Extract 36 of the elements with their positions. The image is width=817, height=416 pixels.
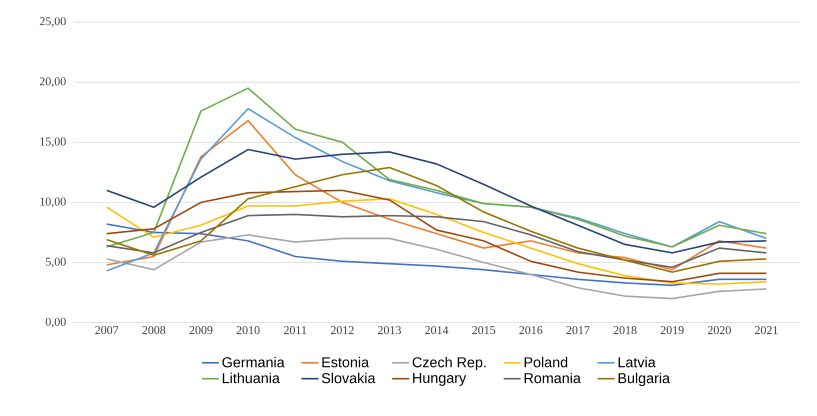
x-tick-label: 2008 [142, 326, 166, 334]
y-tick-label: 25,00 [40, 17, 66, 27]
legend-label: Estonia [322, 356, 370, 368]
line-series [106, 234, 768, 300]
x-tick-label: 2012 [330, 326, 354, 334]
x-tick-label: 2016 [519, 326, 542, 334]
legend-label: Poland [524, 356, 568, 368]
legend-label: Romania [524, 372, 581, 384]
y-tick-label: 15,00 [40, 137, 66, 148]
legend-label: Czech Rep. [412, 356, 486, 370]
x-tick-label: 2010 [236, 326, 260, 334]
line-series [106, 166, 768, 273]
x-tick-label: 2014 [425, 326, 448, 334]
legend-label: Germania [222, 356, 285, 368]
legend-label: Slovakia [322, 372, 376, 384]
y-tick-label: 0,00 [46, 318, 66, 328]
x-tick-label: 2021 [755, 326, 778, 334]
x-tick-label: 2019 [660, 326, 684, 334]
x-tick-label: 2018 [614, 326, 637, 334]
line-series [106, 87, 768, 248]
x-tick-label: 2015 [472, 326, 496, 334]
x-tick-label: 2007 [95, 326, 118, 334]
x-tick-label: 2011 [284, 326, 306, 334]
y-tick-label: 20,00 [40, 77, 66, 88]
x-tick-label: 2020 [708, 326, 731, 334]
y-tick-label: 10,00 [40, 197, 66, 208]
x-tick-label: 2009 [190, 326, 212, 334]
x-tick-label: 2017 [566, 326, 590, 334]
legend-label: Hungary [413, 372, 466, 386]
legend-label: Bulgaria [618, 372, 670, 386]
y-tick-label: 5,00 [46, 258, 66, 268]
line-series [106, 223, 768, 286]
line-series [106, 214, 768, 268]
legend-label: Latvia [618, 356, 656, 368]
x-tick-label: 2013 [378, 326, 401, 334]
legend-label: Lithuania [222, 372, 280, 384]
